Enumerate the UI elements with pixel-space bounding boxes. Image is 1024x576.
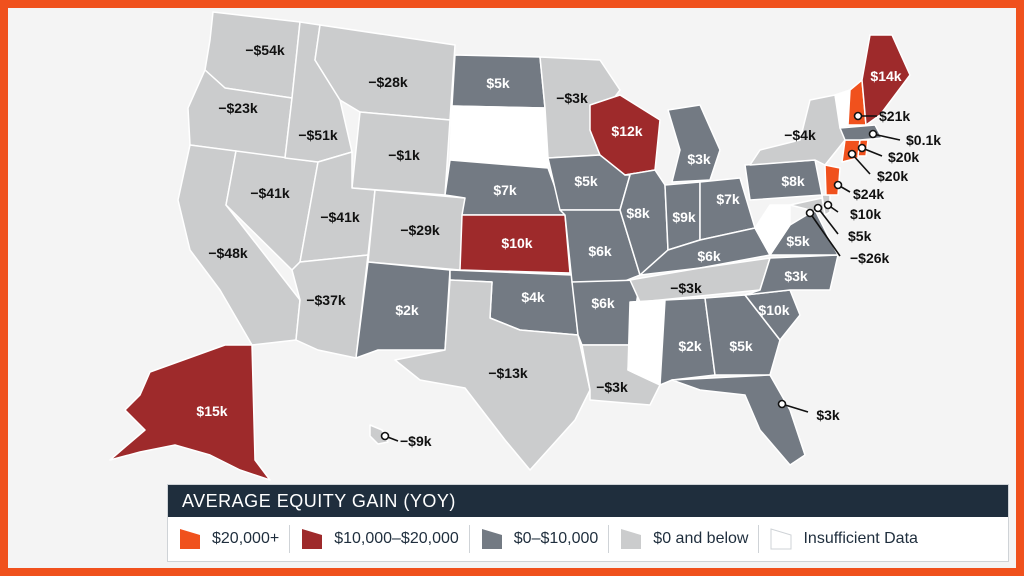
state-MI: [667, 104, 721, 183]
label-LA: −$3k: [596, 379, 628, 395]
label-VA: $5k: [786, 233, 810, 249]
state-SD: [449, 105, 549, 169]
label-CA: −$48k: [208, 245, 248, 261]
legend-label-mid-high: $10,000–$20,000: [334, 530, 459, 547]
label-TX: −$13k: [488, 365, 528, 381]
label-OR: −$23k: [218, 100, 258, 116]
legend-item-none: Insufficient Data: [759, 525, 927, 553]
label-MA: $0.1k: [906, 132, 941, 148]
state-AZ: [291, 254, 369, 359]
label-AZ: −$37k: [306, 292, 346, 308]
legend-label-none: Insufficient Data: [803, 530, 918, 547]
label-DC: −$26k: [850, 250, 890, 266]
label-PA: $8k: [781, 173, 805, 189]
label-MN: −$3k: [556, 90, 588, 106]
legend-item-low: $0 and below: [609, 525, 760, 553]
label-NJ: $24k: [853, 186, 884, 202]
legend: AVERAGE EQUITY GAIN (YOY) $20,000+ $10,0…: [167, 484, 1009, 562]
label-TN: −$3k: [670, 280, 702, 296]
state-NJ: [824, 164, 841, 196]
state-AL: [659, 297, 716, 386]
leader-lines: [380, 111, 901, 442]
state-MS: [627, 299, 666, 386]
label-AR: $6k: [591, 295, 615, 311]
label-FL: $3k: [816, 407, 840, 423]
swatch-low: [619, 527, 643, 551]
label-OK: $4k: [521, 289, 545, 305]
legend-items: $20,000+ $10,000–$20,000 $0–$10,000 $0 a…: [168, 517, 1008, 561]
state-NM: [355, 261, 451, 359]
label-MD: $5k: [848, 228, 872, 244]
legend-item-mid: $0–$10,000: [470, 525, 610, 553]
label-SC: $10k: [758, 302, 789, 318]
swatch-mid-high: [300, 527, 324, 551]
label-ME: $14k: [870, 68, 901, 84]
label-MO: $6k: [588, 243, 612, 259]
label-AL: $2k: [678, 338, 702, 354]
label-IA: $5k: [574, 173, 598, 189]
state-FL: [671, 374, 806, 466]
label-NC: $3k: [784, 268, 808, 284]
label-MT: −$28k: [368, 74, 408, 90]
label-GA: $5k: [729, 338, 753, 354]
legend-label-high: $20,000+: [212, 530, 280, 547]
legend-title: AVERAGE EQUITY GAIN (YOY): [168, 485, 1008, 517]
label-NV: −$41k: [250, 185, 290, 201]
state-AK: [109, 344, 271, 481]
label-ID: −$51k: [298, 127, 338, 143]
label-KS: $10k: [501, 235, 532, 251]
label-DE: $10k: [850, 206, 881, 222]
label-HI: −$9k: [400, 433, 432, 449]
state-GA: [704, 294, 781, 376]
state-ME: [861, 34, 911, 126]
state-WV: [754, 204, 791, 256]
legend-label-mid: $0–$10,000: [513, 530, 599, 547]
label-AK: $15k: [196, 403, 227, 419]
label-UT: −$41k: [320, 209, 360, 225]
label-WI: $12k: [611, 123, 642, 139]
label-NM: $2k: [395, 302, 419, 318]
label-NE: $7k: [493, 182, 517, 198]
legend-label-low: $0 and below: [653, 530, 749, 547]
label-WY: −$1k: [388, 147, 420, 163]
label-RI: $20k: [888, 149, 919, 165]
label-CT: $20k: [877, 168, 908, 184]
state-TX: [394, 279, 591, 471]
label-KY: $6k: [697, 248, 721, 264]
label-CO: −$29k: [400, 222, 440, 238]
label-ND: $5k: [486, 75, 510, 91]
state-KS: [459, 214, 571, 274]
label-IN: $9k: [672, 209, 696, 225]
label-WA: −$54k: [245, 42, 285, 58]
legend-item-mid-high: $10,000–$20,000: [290, 525, 470, 553]
swatch-mid: [480, 527, 504, 551]
label-NY: −$4k: [784, 127, 816, 143]
legend-item-high: $20,000+: [168, 525, 291, 553]
swatch-high: [178, 527, 202, 551]
label-NH: $21k: [879, 108, 910, 124]
swatch-none: [769, 527, 793, 551]
label-OH: $7k: [716, 191, 740, 207]
state-NC: [744, 254, 839, 296]
label-MI: $3k: [687, 151, 711, 167]
label-IL: $8k: [626, 205, 650, 221]
state-labels: −$54k −$23k −$48k −$41k −$51k −$28k −$1k…: [196, 42, 941, 449]
